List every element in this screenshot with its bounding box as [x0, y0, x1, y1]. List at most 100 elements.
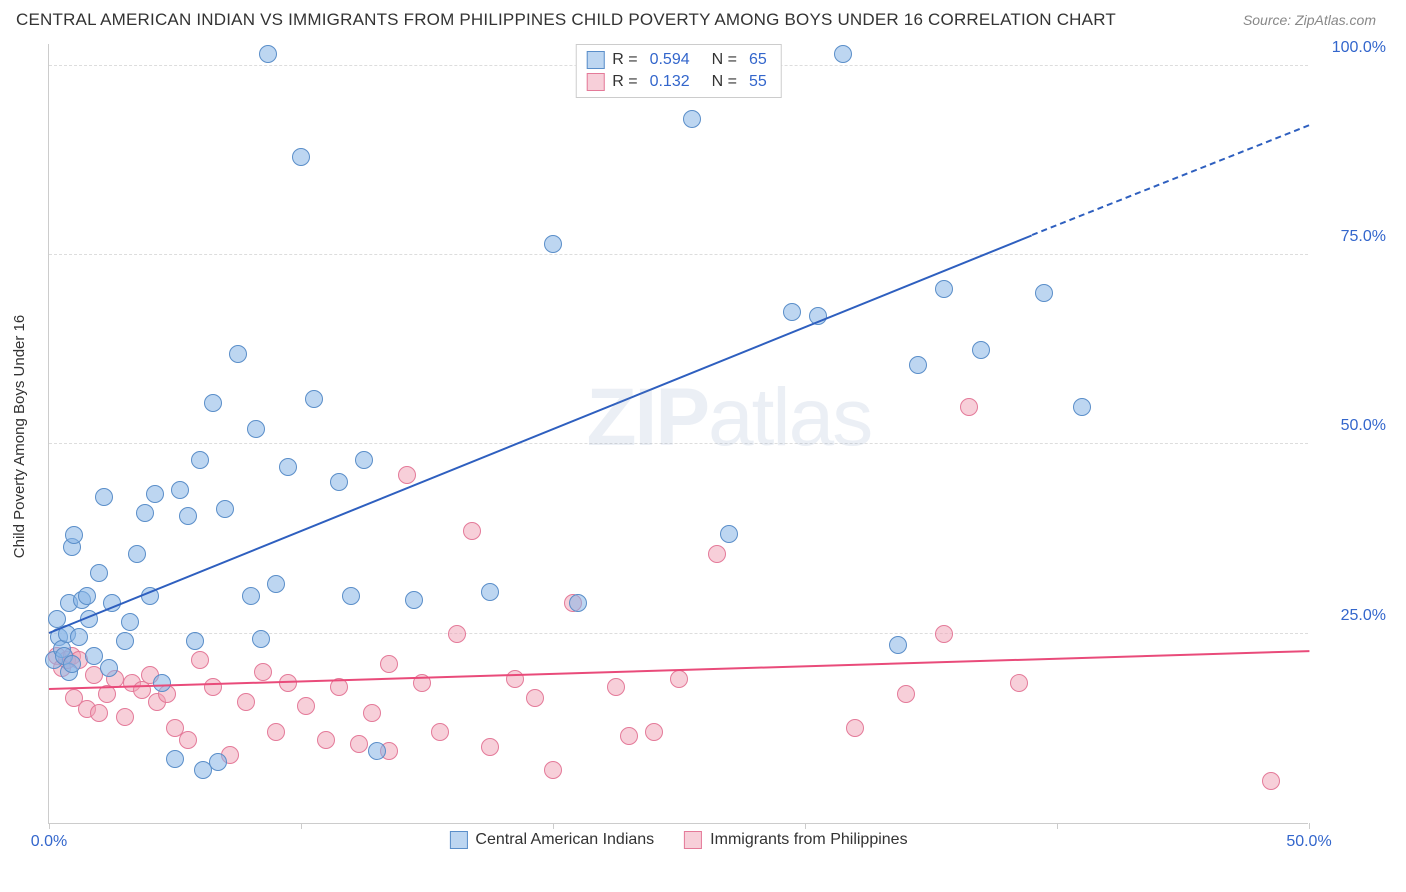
x-tick-label: 0.0% — [31, 833, 67, 851]
gridline — [49, 254, 1308, 255]
series-a-point — [259, 45, 277, 63]
series-b-point — [960, 398, 978, 416]
series-a-point — [186, 632, 204, 650]
series-a-point — [972, 341, 990, 359]
legend-r-label: R = — [612, 51, 637, 69]
y-tick-label: 100.0% — [1316, 39, 1386, 57]
series-b-point — [846, 719, 864, 737]
y-tick-label: 75.0% — [1316, 228, 1386, 246]
y-tick-label: 50.0% — [1316, 417, 1386, 435]
series-a-point — [1073, 398, 1091, 416]
series-b-point — [380, 655, 398, 673]
series-a-point — [146, 485, 164, 503]
series-b-point — [204, 678, 222, 696]
series-a-point — [330, 473, 348, 491]
series-b-point — [267, 723, 285, 741]
series-a-point — [783, 303, 801, 321]
legend-swatch — [586, 73, 604, 91]
series-a-point — [683, 110, 701, 128]
legend-series-label: Central American Indians — [475, 831, 654, 849]
series-a-point — [128, 545, 146, 563]
legend-n-label: N = — [712, 73, 737, 91]
series-b-point — [191, 651, 209, 669]
series-a-point — [292, 148, 310, 166]
series-a-point — [252, 630, 270, 648]
series-b-point — [463, 522, 481, 540]
series-b-point — [90, 704, 108, 722]
legend-n-label: N = — [712, 51, 737, 69]
x-tick — [1057, 823, 1058, 829]
legend-n-value: 55 — [749, 73, 767, 91]
series-a-point — [65, 526, 83, 544]
series-a-point — [342, 587, 360, 605]
series-a-point — [720, 525, 738, 543]
series-a-point — [166, 750, 184, 768]
plot-area: ZIPatlas R =0.594N =65R =0.132N =55 Cent… — [48, 44, 1308, 824]
series-a-point — [305, 390, 323, 408]
legend-r-label: R = — [612, 73, 637, 91]
series-b-point — [607, 678, 625, 696]
legend-n-value: 65 — [749, 51, 767, 69]
x-tick — [553, 823, 554, 829]
series-b-point — [448, 625, 466, 643]
series-a-point — [209, 753, 227, 771]
series-a-point — [544, 235, 562, 253]
series-b-point — [897, 685, 915, 703]
series-b-point — [237, 693, 255, 711]
legend-series-item: Immigrants from Philippines — [684, 831, 907, 849]
legend-r-value: 0.594 — [650, 51, 690, 69]
source-label: Source: ZipAtlas.com — [1243, 12, 1376, 28]
series-a-point — [204, 394, 222, 412]
x-tick — [805, 823, 806, 829]
series-a-point — [229, 345, 247, 363]
legend-r-value: 0.132 — [650, 73, 690, 91]
series-a-point — [481, 583, 499, 601]
series-a-point — [267, 575, 285, 593]
legend-series-label: Immigrants from Philippines — [710, 831, 907, 849]
y-axis-label-container: Child Poverty Among Boys Under 16 — [0, 36, 40, 836]
series-b-point — [935, 625, 953, 643]
y-tick-label: 25.0% — [1316, 607, 1386, 625]
gridline — [49, 443, 1308, 444]
series-b-point — [670, 670, 688, 688]
legend-swatch — [684, 831, 702, 849]
series-a-point — [100, 659, 118, 677]
series-a-point — [889, 636, 907, 654]
series-b-point — [431, 723, 449, 741]
series-b-point — [544, 761, 562, 779]
chart-container: Child Poverty Among Boys Under 16 ZIPatl… — [0, 36, 1406, 886]
series-a-point — [909, 356, 927, 374]
series-a-point — [90, 564, 108, 582]
series-b-point — [481, 738, 499, 756]
series-b-point — [179, 731, 197, 749]
series-a-point — [405, 591, 423, 609]
legend-correlation: R = 0.594 N = 65 R = 0.132 N = 55 — [575, 44, 782, 98]
series-a-point — [78, 587, 96, 605]
legend-swatch — [586, 51, 604, 69]
series-b-point — [1010, 674, 1028, 692]
series-a-point — [63, 655, 81, 673]
series-a-point — [834, 45, 852, 63]
series-a-point — [179, 507, 197, 525]
series-a-point — [247, 420, 265, 438]
series-b-point — [363, 704, 381, 722]
series-b-point — [350, 735, 368, 753]
chart-title: CENTRAL AMERICAN INDIAN VS IMMIGRANTS FR… — [16, 10, 1116, 30]
series-a-point — [191, 451, 209, 469]
series-a-point — [95, 488, 113, 506]
series-b-point — [620, 727, 638, 745]
series-a-point — [121, 613, 139, 631]
series-a-point — [136, 504, 154, 522]
series-a-point — [242, 587, 260, 605]
series-b-point — [645, 723, 663, 741]
series-a-point — [70, 628, 88, 646]
series-a-point — [216, 500, 234, 518]
legend-swatch — [449, 831, 467, 849]
series-a-point — [153, 674, 171, 692]
series-a-point — [935, 280, 953, 298]
series-a-point — [116, 632, 134, 650]
y-axis-label: Child Poverty Among Boys Under 16 — [12, 314, 29, 557]
series-b-point — [526, 689, 544, 707]
trendline-a-dashed — [1031, 124, 1309, 236]
legend-series-item: Central American Indians — [449, 831, 654, 849]
